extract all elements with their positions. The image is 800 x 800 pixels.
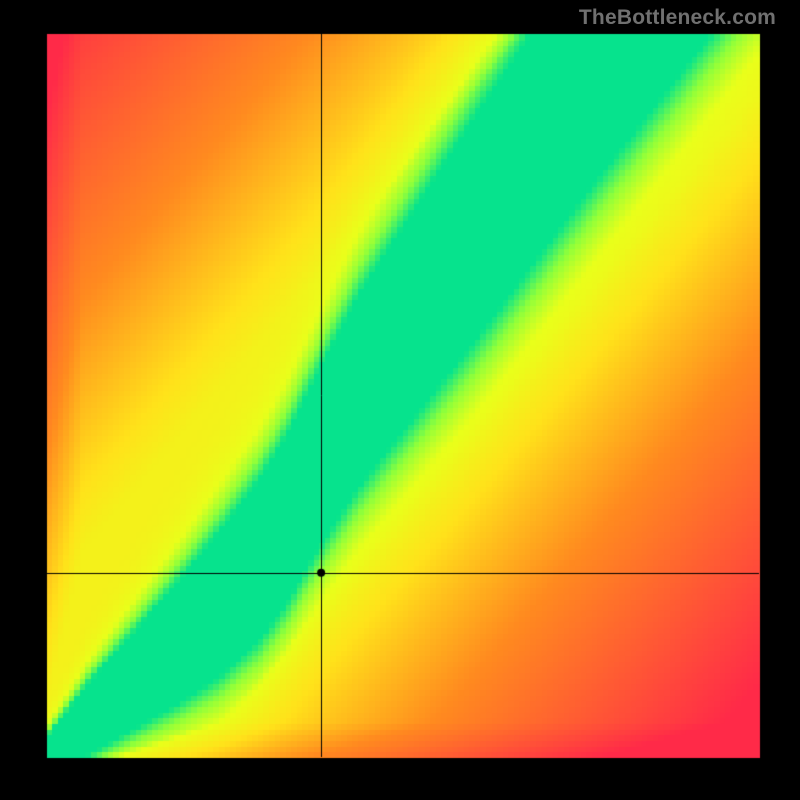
- chart-container: TheBottleneck.com: [0, 0, 800, 800]
- watermark-text: TheBottleneck.com: [579, 6, 776, 30]
- bottleneck-heatmap: [0, 0, 800, 800]
